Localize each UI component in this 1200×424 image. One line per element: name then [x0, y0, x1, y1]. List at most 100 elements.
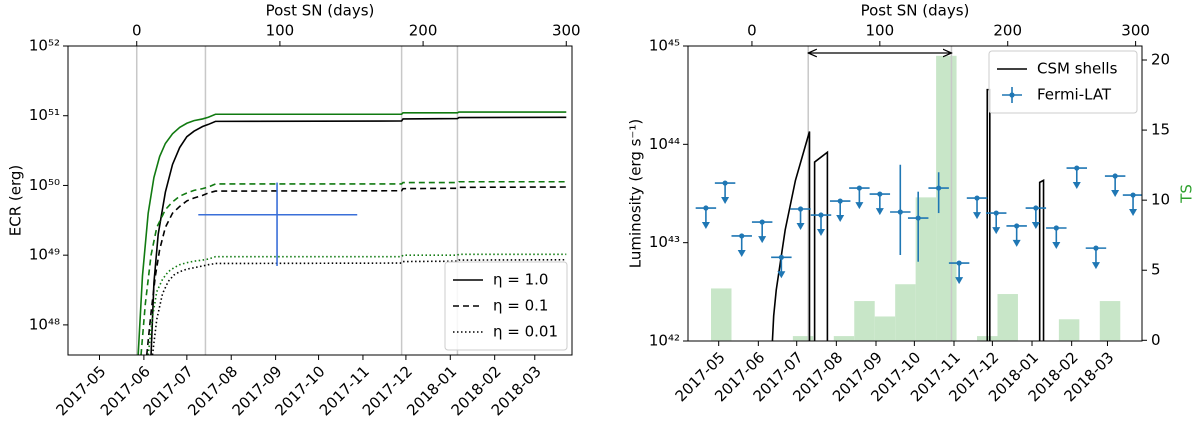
data-point [1074, 165, 1080, 171]
x-tick-label: 300 [1121, 22, 1150, 40]
series-line [151, 258, 567, 355]
legend-box [444, 261, 568, 351]
ts-bar [711, 288, 732, 341]
arrow-head [875, 208, 884, 216]
axes-frame [687, 45, 1143, 342]
ts-bar [915, 197, 937, 341]
data-point [722, 180, 728, 186]
y2-tick-label: 15 [1151, 121, 1170, 139]
y2-tick-label: 0 [1151, 331, 1161, 349]
data-point [818, 212, 824, 218]
axes-frame [67, 45, 573, 356]
data-point [915, 215, 921, 221]
legend-label: Fermi-LAT [1037, 86, 1112, 104]
legend-label: η = 0.01 [493, 323, 558, 341]
x-axis-title: Post SN (days) [861, 2, 970, 20]
series-line [150, 116, 567, 355]
legend-label: η = 0.1 [493, 297, 548, 315]
data-point [1112, 173, 1118, 179]
y-tick-label: 10⁴⁵ [649, 37, 680, 55]
x-tick-label: 0 [747, 22, 757, 40]
arrow-head [1031, 222, 1040, 230]
plot-area [135, 46, 567, 355]
arrow-head [855, 202, 864, 210]
x-axis-title: Post SN (days) [266, 2, 375, 20]
data-point [936, 185, 942, 191]
x-tick-label: 100 [266, 22, 295, 40]
arrow-head [737, 249, 746, 257]
data-point [703, 205, 709, 211]
data-point [856, 185, 862, 191]
y-tick-label: 10⁴⁴ [649, 135, 680, 153]
arrow-head [1111, 190, 1120, 198]
y-tick-label: 10⁵² [29, 37, 60, 55]
legend-box [988, 50, 1138, 114]
ts-bar [833, 336, 855, 341]
y-tick-label: 10⁴³ [649, 233, 680, 251]
y-tick-label: 10⁴⁹ [29, 246, 60, 264]
arrow-head [796, 222, 805, 230]
data-point [877, 191, 883, 197]
arrow-head [817, 229, 826, 237]
y-tick-label: 10⁵¹ [29, 106, 60, 124]
series-line [140, 180, 567, 355]
arrow-head [1072, 182, 1081, 190]
ts-bar [874, 316, 896, 341]
arrow-head [1091, 262, 1100, 270]
arrow-head [721, 197, 730, 205]
plot-area [695, 46, 1142, 341]
series-line [771, 88, 1045, 341]
ts-bar [997, 294, 1018, 341]
ts-bar [792, 336, 814, 341]
data-point [778, 254, 784, 260]
legend-label: η = 1.0 [493, 271, 548, 289]
arrow-head [992, 227, 1001, 235]
y-tick-label: 10⁴⁸ [29, 315, 60, 333]
data-point [1093, 245, 1099, 251]
arrow-head [836, 215, 845, 223]
data-point [993, 210, 999, 216]
x-tick-label: 200 [409, 22, 438, 40]
ts-bar [854, 301, 875, 341]
series-line [147, 253, 567, 355]
ts-bar [1099, 301, 1121, 341]
arrow-head [973, 212, 982, 220]
ts-bar [895, 284, 916, 341]
y-axis-title: Luminosity (erg s⁻¹) [627, 119, 645, 268]
data-point [974, 195, 980, 201]
x-tick-label: 100 [866, 22, 895, 40]
y-axis-title: ECR (erg) [7, 165, 25, 237]
y2-axis-title: TS [1178, 184, 1196, 204]
legend-label: CSM shells [1037, 60, 1118, 78]
data-point [759, 219, 765, 225]
arrow-head [777, 271, 786, 279]
y-tick-label: 10⁴² [649, 332, 680, 350]
data-point [739, 233, 745, 239]
arrow-head [701, 222, 710, 230]
data-point [956, 260, 962, 266]
series-line [137, 111, 567, 355]
x-tick-label: 200 [993, 22, 1022, 40]
y2-tick-label: 5 [1151, 261, 1161, 279]
y2-tick-label: 20 [1151, 51, 1170, 69]
legend-swatch [1009, 92, 1015, 98]
data-point [1053, 225, 1059, 231]
arrow-head [955, 277, 964, 285]
data-point [1130, 192, 1136, 198]
y-tick-label: 10⁵⁰ [29, 176, 60, 194]
ts-bar [1058, 319, 1080, 341]
arrow-head [1129, 209, 1138, 217]
arrow-head [1052, 241, 1061, 249]
data-point [1014, 223, 1020, 229]
arrow-head [1012, 239, 1021, 247]
x-tick-label: 0 [132, 22, 142, 40]
x-tick-label: 300 [552, 22, 581, 40]
arrow-head [758, 236, 767, 244]
y2-tick-label: 10 [1151, 191, 1170, 209]
data-point [837, 198, 843, 204]
data-point [897, 209, 903, 215]
